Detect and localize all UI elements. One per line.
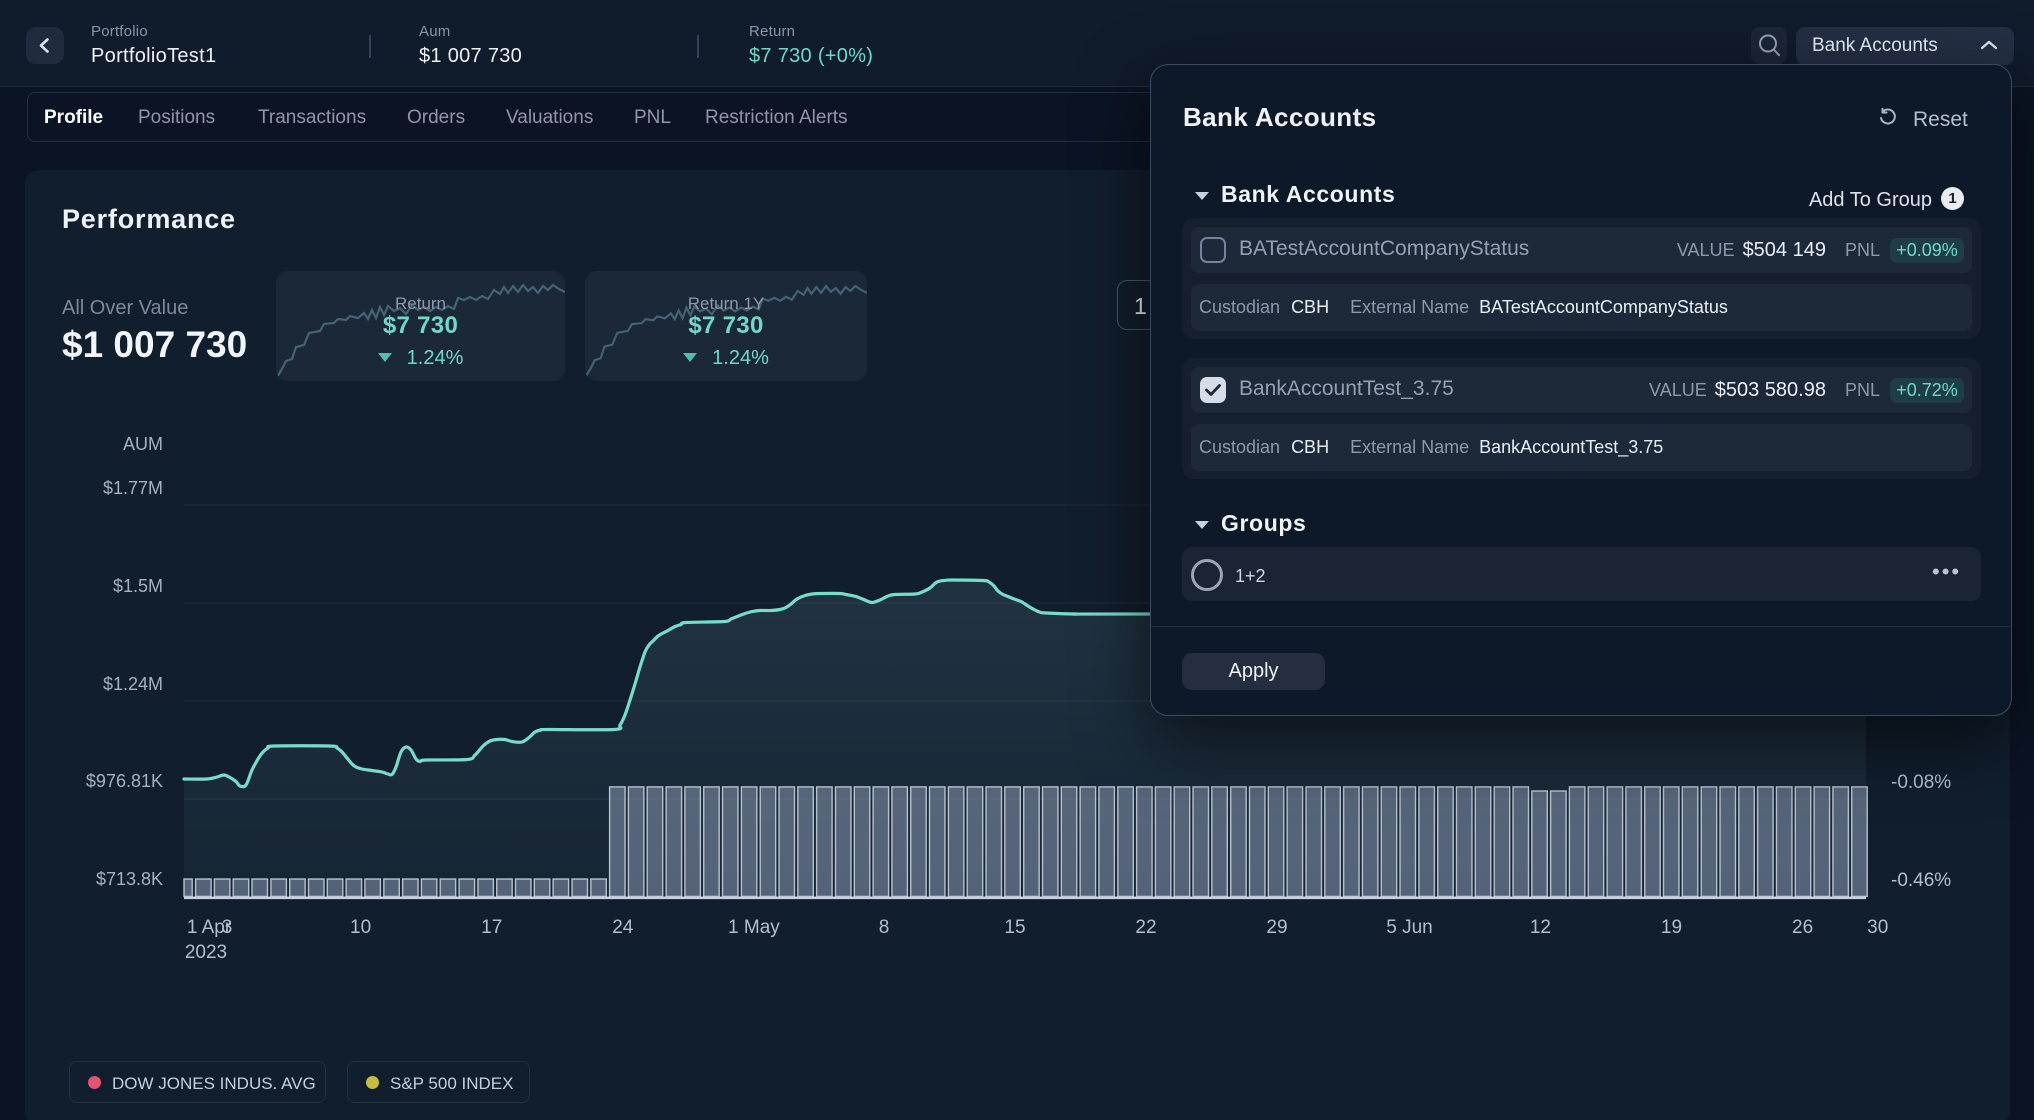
svg-text:3: 3 — [222, 917, 233, 938]
svg-text:$1.77M: $1.77M — [103, 478, 163, 498]
svg-text:12: 12 — [1530, 917, 1551, 938]
svg-text:8: 8 — [879, 917, 890, 938]
svg-text:-0.46%: -0.46% — [1891, 870, 1951, 891]
svg-text:26: 26 — [1792, 917, 1813, 938]
svg-text:19: 19 — [1661, 917, 1682, 938]
svg-text:10: 10 — [350, 917, 371, 938]
svg-text:$1.24M: $1.24M — [103, 674, 163, 694]
svg-text:15: 15 — [1004, 917, 1025, 938]
svg-text:22: 22 — [1135, 917, 1156, 938]
svg-text:2023: 2023 — [185, 942, 227, 963]
svg-text:AUM: AUM — [123, 434, 163, 454]
svg-text:24: 24 — [612, 917, 634, 938]
svg-text:-0.08%: -0.08% — [1891, 772, 1951, 793]
svg-text:1 Apr: 1 Apr — [187, 917, 232, 938]
svg-text:1 May: 1 May — [728, 917, 780, 938]
svg-text:29: 29 — [1266, 917, 1287, 938]
svg-text:5 Jun: 5 Jun — [1386, 917, 1432, 938]
svg-text:30: 30 — [1867, 917, 1888, 938]
svg-text:$976.81K: $976.81K — [86, 771, 163, 791]
svg-text:$1.5M: $1.5M — [113, 576, 163, 596]
svg-text:$713.8K: $713.8K — [96, 869, 163, 889]
svg-text:17: 17 — [481, 917, 502, 938]
